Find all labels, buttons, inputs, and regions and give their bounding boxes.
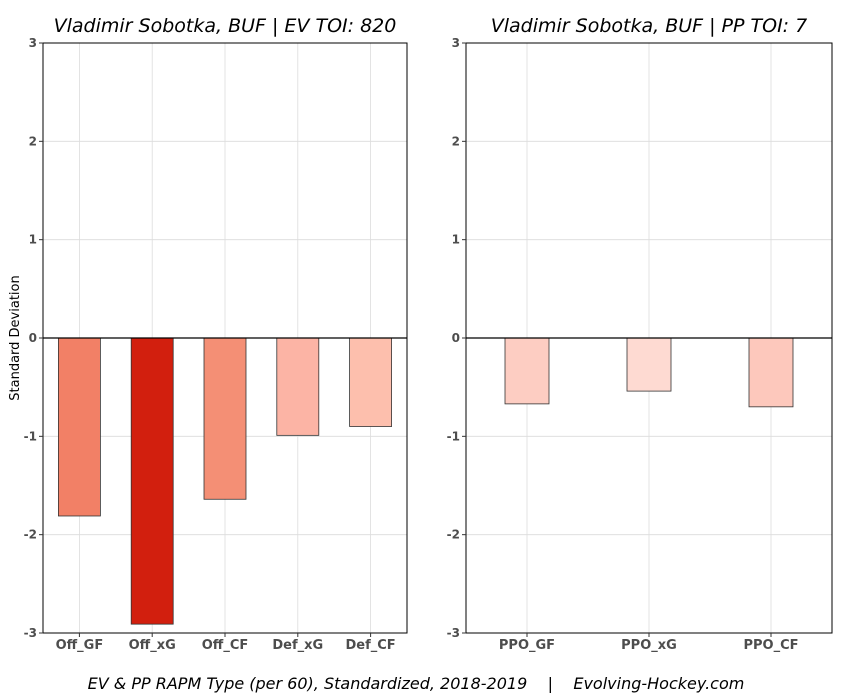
x-tick-label: Def_CF (346, 638, 396, 653)
y-tick-label: 0 (452, 331, 460, 345)
bar-def-cf (349, 337, 393, 427)
x-tick-label: Off_xG (129, 638, 176, 653)
y-tick-label: 1 (29, 233, 37, 247)
bar-off-cf (203, 337, 247, 500)
y-tick-label: -2 (447, 528, 460, 542)
y-tick-label: -1 (447, 429, 460, 443)
x-tick-label: Off_GF (56, 638, 104, 653)
x-tick-label: Def_xG (272, 638, 323, 653)
y-tick-label: 1 (452, 233, 460, 247)
x-tick-label: PPO_xG (621, 638, 677, 653)
x-tick-label: PPO_GF (499, 638, 555, 653)
bar-ppo-gf (504, 337, 550, 405)
y-tick-label: -2 (24, 528, 37, 542)
y-tick-label: -1 (24, 429, 37, 443)
x-tick-label: Off_CF (202, 638, 249, 653)
pp-rapm-panel: Vladimir Sobotka, BUF | PP TOI: 7 -3 -2 -1 0… (447, 15, 833, 653)
y-tick-label: -3 (24, 626, 37, 640)
panel-title: Vladimir Sobotka, BUF | EV TOI: 820 (54, 15, 397, 37)
y-tick-label: 2 (452, 134, 460, 148)
y-tick-label: 0 (29, 331, 37, 345)
ev-rapm-panel: Vladimir Sobotka, BUF | EV TOI: 820 -3 -2 -… (24, 15, 408, 653)
x-tick-label: PPO_CF (743, 638, 798, 653)
y-tick-label: -3 (447, 626, 460, 640)
y-tick-label: 2 (29, 134, 37, 148)
chart-caption: EV & PP RAPM Type (per 60), Standardized… (88, 674, 745, 693)
y-tick-label: 3 (452, 36, 460, 50)
y-axis-label: Standard Deviation (8, 275, 23, 400)
bar-off-gf (58, 337, 101, 517)
bar-def-xg (276, 337, 320, 436)
panel-title: Vladimir Sobotka, BUF | PP TOI: 7 (491, 15, 807, 37)
bar-off-xg (130, 337, 174, 625)
y-tick-label: 3 (29, 36, 37, 50)
bar-ppo-xg (626, 337, 672, 392)
bar-ppo-cf (748, 337, 794, 408)
